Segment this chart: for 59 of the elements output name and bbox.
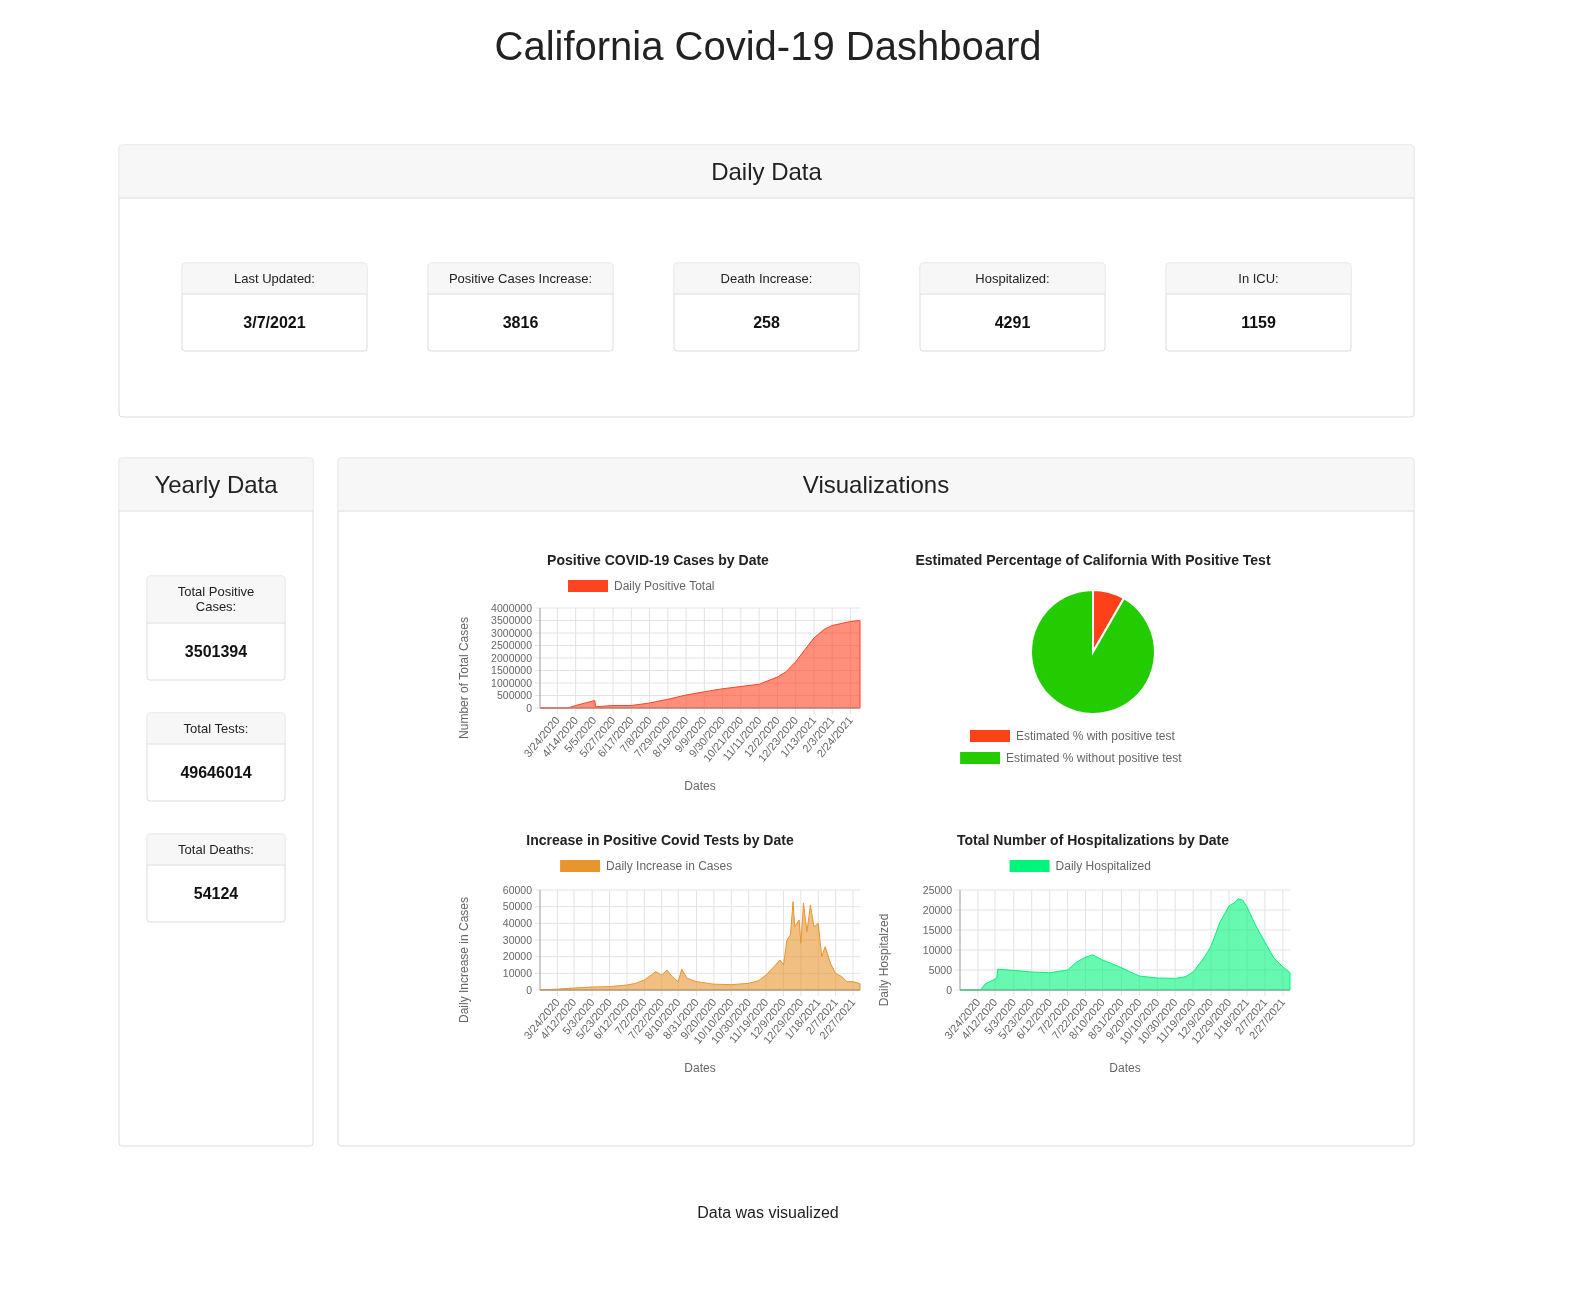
text: 3/7/2021: [243, 314, 306, 331]
text: 49646014: [180, 764, 252, 781]
text: Data was visualized: [697, 1204, 839, 1221]
text: 54124: [193, 885, 239, 902]
text: Positive Cases Increase:: [448, 271, 593, 286]
y-tick-label: 10000: [502, 967, 533, 980]
text: Visualizations: [802, 471, 950, 498]
text: Death Increase:: [720, 271, 813, 286]
y-tick-label: 2500000: [491, 639, 533, 652]
y-tick-label: 0: [526, 983, 533, 996]
text: 3816: [502, 314, 539, 331]
legend-label: Estimated % without positive test: [1006, 751, 1183, 765]
y-axis-title: Number of Total Cases: [457, 617, 471, 739]
y-axis-title: Daily Increase in Cases: [457, 896, 471, 1024]
y-tick-label: 1500000: [491, 664, 533, 677]
text: Last Updated:: [234, 271, 315, 286]
y-tick-label: 0: [526, 701, 533, 714]
y-tick-label: 5000: [928, 963, 953, 976]
text: 1159: [1241, 314, 1276, 331]
x-axis-title: Dates: [684, 1061, 716, 1075]
text: 4291: [994, 314, 1031, 331]
y-tick-label: 40000: [502, 917, 533, 930]
y-tick-label: 3000000: [491, 626, 533, 639]
legend-label: Daily Increase in Cases: [606, 859, 733, 873]
text: In ICU:: [1238, 271, 1279, 286]
text: Hospitalized:: [975, 271, 1050, 286]
y-tick-label: 60000: [502, 883, 533, 896]
y-tick-label: 3500000: [491, 614, 533, 627]
y-tick-label: 15000: [922, 923, 953, 936]
text: 258: [753, 314, 780, 331]
text: 3501394: [184, 643, 248, 660]
text: Total Deaths:: [178, 842, 254, 857]
text: Total Positive Cases:: [177, 584, 255, 614]
text: Total Tests:: [183, 721, 249, 736]
y-tick-label: 50000: [502, 900, 533, 913]
legend-label: Estimated % with positive test: [1016, 729, 1176, 743]
y-tick-label: 25000: [922, 883, 953, 896]
pie-slice: [1030, 589, 1156, 715]
chart-title: Positive COVID-19 Cases by Date: [547, 552, 770, 568]
x-axis-title: Dates: [1109, 1061, 1141, 1075]
y-tick-label: 4000000: [491, 601, 533, 614]
legend-label: Daily Hospitalized: [1055, 859, 1151, 873]
chart-title: Increase in Positive Covid Tests by Date: [526, 832, 794, 848]
y-tick-label: 1000000: [491, 676, 533, 689]
y-tick-label: 30000: [502, 933, 533, 946]
chart-title: Total Number of Hospitalizations by Date: [957, 832, 1230, 848]
y-tick-label: 20000: [502, 950, 533, 963]
y-tick-label: 0: [946, 983, 953, 996]
chart-title: Estimated Percentage of California With Positive Test: [915, 552, 1271, 568]
legend-label: Daily Positive Total: [614, 579, 715, 593]
text: Daily Data: [711, 158, 823, 185]
y-tick-label: 2000000: [491, 651, 533, 664]
y-tick-label: 500000: [496, 689, 533, 702]
y-axis-title: Daily Hospitalzed: [877, 913, 891, 1007]
y-tick-label: 20000: [922, 903, 953, 916]
text: Yearly Data: [154, 471, 279, 498]
y-tick-label: 10000: [922, 943, 953, 956]
x-axis-title: Dates: [684, 779, 716, 793]
text: California Covid-19 Dashboard: [494, 24, 1042, 68]
